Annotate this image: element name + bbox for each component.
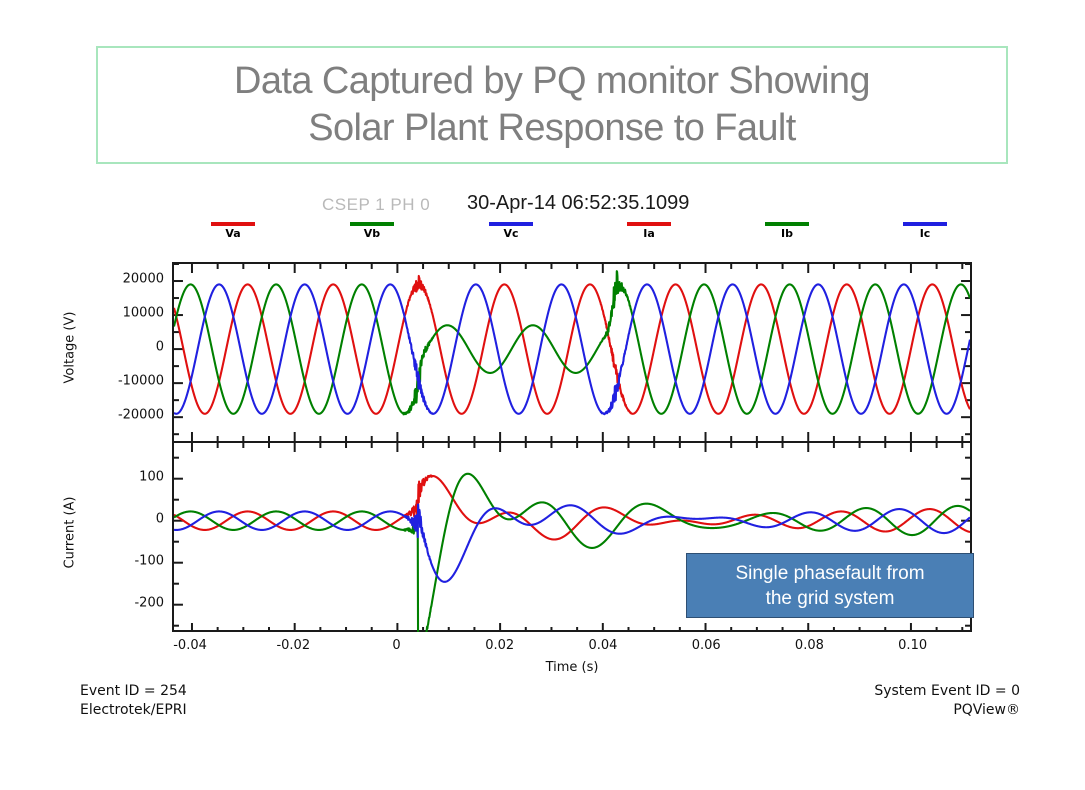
chart-subtitle-faded: CSEP 1 PH 0 — [322, 195, 431, 214]
page-title-line-1: Data Captured by PQ monitor Showing — [234, 60, 871, 102]
legend-item-vc: Vc — [466, 222, 556, 240]
chart-legend: Va Vb Vc Ia Ib Ic — [172, 222, 972, 252]
legend-label-ia: Ia — [643, 227, 655, 240]
legend-item-vb: Vb — [327, 222, 417, 240]
legend-label-ib: Ib — [781, 227, 793, 240]
current-y-tick-1: 0 — [155, 511, 164, 527]
x-tick-1: -0.02 — [276, 638, 311, 653]
current-y-tick-labels: 100 0 -100 -200 — [92, 441, 164, 630]
voltage-y-tick-labels: 20000 10000 0 -10000 -20000 — [92, 262, 164, 439]
panel-divider — [174, 441, 970, 443]
x-tick-5: 0.06 — [691, 638, 721, 653]
waveform-canvas — [174, 443, 970, 632]
legend-label-vb: Vb — [363, 227, 381, 240]
x-tick-2: 0 — [392, 638, 401, 653]
waveform-va — [174, 274, 970, 415]
callout-line-2: the grid system — [765, 587, 895, 609]
legend-item-ib: Ib — [742, 222, 832, 240]
waveform-canvas — [174, 264, 970, 441]
voltage-y-tick-4: -20000 — [117, 407, 164, 423]
x-axis-title: Time (s) — [545, 660, 599, 675]
callout-annotation: Single phasefault from the grid system — [686, 553, 974, 618]
product-text: PQView® — [953, 702, 1020, 718]
x-tick-6: 0.08 — [794, 638, 824, 653]
current-y-tick-3: -200 — [134, 595, 164, 611]
x-tick-0: -0.04 — [173, 638, 207, 653]
page-title-line-2: Solar Plant Response to Fault — [308, 107, 796, 149]
voltage-y-tick-3: -10000 — [117, 373, 164, 389]
voltage-axis-title: Voltage (V) — [62, 311, 78, 384]
legend-label-ic: Ic — [919, 227, 931, 240]
x-tick-4: 0.04 — [588, 638, 618, 653]
chart-timestamp: 30-Apr-14 06:52:35.1099 — [467, 192, 690, 214]
vendor-text: Electrotek/EPRI — [80, 702, 187, 718]
chart-header: CSEP 1 PH 0 30-Apr-14 06:52:35.1099 — [172, 192, 972, 218]
waveform-vc — [174, 283, 970, 416]
waveform-vb — [174, 270, 970, 416]
x-tick-labels: -0.04 -0.02 0 0.02 0.04 0.06 0.08 0.10 — [172, 638, 972, 658]
legend-item-ic: Ic — [880, 222, 970, 240]
x-tick-7: 0.10 — [898, 638, 928, 653]
current-y-tick-2: -100 — [134, 553, 164, 569]
legend-label-va: Va — [225, 227, 241, 240]
waveform-ic — [174, 503, 970, 583]
legend-item-ia: Ia — [604, 222, 694, 240]
footer-left: Event ID = 254 Electrotek/EPRI — [80, 682, 187, 720]
legend-swatch-ib-icon — [765, 222, 809, 226]
plot-frame — [172, 262, 972, 632]
voltage-y-tick-2: 0 — [155, 339, 164, 355]
legend-item-va: Va — [188, 222, 278, 240]
waveform-ia — [174, 474, 970, 541]
current-y-tick-0: 100 — [139, 469, 164, 485]
legend-swatch-vc-icon — [489, 222, 533, 226]
current-axis-title: Current (A) — [62, 496, 78, 569]
legend-swatch-va-icon — [211, 222, 255, 226]
footer-right: System Event ID = 0 PQView® — [874, 682, 1020, 720]
event-id-text: Event ID = 254 — [80, 683, 187, 699]
voltage-y-tick-1: 10000 — [122, 305, 164, 321]
legend-label-vc: Vc — [503, 227, 519, 240]
voltage-y-tick-0: 20000 — [122, 271, 164, 287]
legend-swatch-ia-icon — [627, 222, 671, 226]
legend-swatch-vb-icon — [350, 222, 394, 226]
callout-line-1: Single phasefault from — [735, 562, 925, 584]
current-plot-panel — [174, 443, 970, 632]
system-event-id-text: System Event ID = 0 — [874, 683, 1020, 699]
slide-title-banner: Data Captured by PQ monitor Showing Sola… — [96, 46, 1008, 164]
legend-swatch-ic-icon — [903, 222, 947, 226]
pq-waveform-chart: CSEP 1 PH 0 30-Apr-14 06:52:35.1099 Va Vb… — [0, 180, 1085, 740]
voltage-plot-panel — [174, 264, 970, 441]
x-tick-3: 0.02 — [485, 638, 515, 653]
